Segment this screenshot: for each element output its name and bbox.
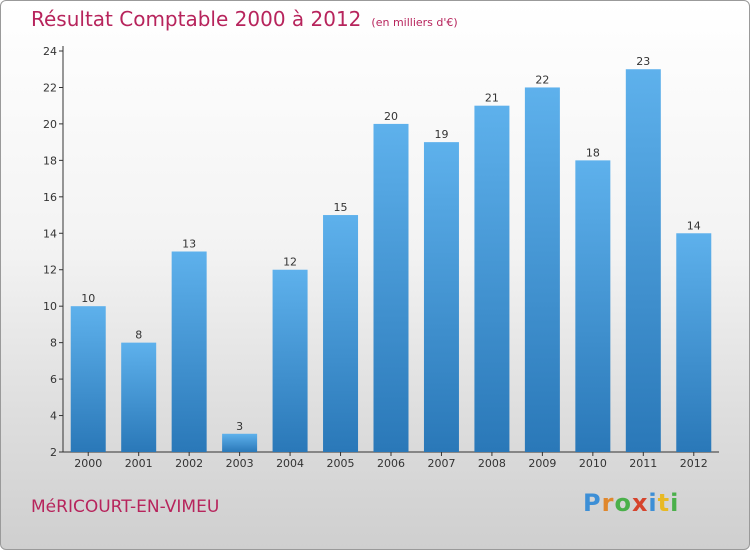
y-tick: 24 — [43, 45, 63, 58]
x-tick-label-2007: 2007 — [427, 457, 455, 470]
logo-letter: i — [670, 489, 680, 517]
bar-2002 — [171, 251, 207, 452]
bar-2004 — [272, 269, 308, 452]
x-tick: 2010 — [579, 452, 607, 470]
y-tick: 6 — [50, 373, 63, 386]
logo-letter: o — [614, 489, 632, 517]
commune-name: MéRICOURT-EN-VIMEU — [31, 497, 220, 517]
y-tick: 22 — [43, 81, 63, 94]
bar-2010 — [575, 160, 611, 452]
bar-label-2010: 18 — [586, 146, 600, 159]
x-tick-label-2006: 2006 — [377, 457, 405, 470]
bar-label-2005: 15 — [334, 201, 348, 214]
logo-letter: t — [657, 489, 671, 517]
y-tick-label: 4 — [50, 410, 57, 423]
x-tick-label-2005: 2005 — [327, 457, 355, 470]
x-tick-label-2009: 2009 — [528, 457, 556, 470]
bar-2003 — [222, 433, 258, 452]
bar-label-2008: 21 — [485, 92, 499, 105]
x-tick-label-2011: 2011 — [629, 457, 657, 470]
logo-letter: P — [583, 489, 602, 517]
x-tick: 2000 — [74, 452, 102, 470]
x-tick: 2004 — [276, 452, 304, 470]
x-tick: 2002 — [175, 452, 203, 470]
y-tick-label: 2 — [50, 446, 57, 459]
bar-2007 — [423, 142, 459, 453]
y-tick-label: 16 — [43, 191, 57, 204]
bar-2008 — [474, 105, 510, 452]
y-tick: 10 — [43, 300, 63, 313]
x-tick: 2007 — [427, 452, 455, 470]
y-tick: 14 — [43, 227, 63, 240]
bar-label-2006: 20 — [384, 110, 398, 123]
y-tick: 8 — [50, 337, 63, 350]
y-tick: 12 — [43, 264, 63, 277]
x-tick: 2012 — [680, 452, 708, 470]
chart-title-text: Résultat Comptable 2000 à 2012 — [31, 7, 362, 31]
y-tick: 4 — [50, 410, 63, 423]
logo-letter: r — [601, 489, 615, 517]
x-tick-label-2002: 2002 — [175, 457, 203, 470]
y-tick-label: 10 — [43, 300, 57, 313]
bar-label-2009: 22 — [535, 73, 549, 86]
x-tick-label-2004: 2004 — [276, 457, 304, 470]
chart-subtitle: (en milliers d'€) — [371, 16, 458, 29]
x-tick: 2001 — [125, 452, 153, 470]
bar-2006 — [373, 123, 409, 452]
x-tick-label-2003: 2003 — [226, 457, 254, 470]
bar-2009 — [524, 87, 560, 453]
x-tick: 2006 — [377, 452, 405, 470]
y-tick: 18 — [43, 154, 63, 167]
x-tick: 2008 — [478, 452, 506, 470]
bar-2011 — [625, 69, 661, 453]
x-tick-label-2001: 2001 — [125, 457, 153, 470]
bar-2001 — [121, 342, 157, 452]
y-tick: 20 — [43, 118, 63, 131]
bar-label-2003: 3 — [236, 420, 243, 433]
bar-label-2007: 19 — [434, 128, 448, 141]
x-tick: 2003 — [226, 452, 254, 470]
bar-label-2002: 13 — [182, 238, 196, 251]
y-tick-label: 8 — [50, 337, 57, 350]
x-tick-label-2010: 2010 — [579, 457, 607, 470]
x-tick-label-2000: 2000 — [74, 457, 102, 470]
x-tick: 2011 — [629, 452, 657, 470]
y-tick-label: 18 — [43, 154, 57, 167]
logo-letter: x — [631, 489, 649, 517]
bar-label-2001: 8 — [135, 329, 142, 342]
y-tick-label: 14 — [43, 227, 57, 240]
bars — [70, 69, 712, 453]
y-tick: 2 — [50, 446, 63, 459]
bar-label-2000: 10 — [81, 292, 95, 305]
bar-2012 — [676, 233, 712, 452]
y-tick-label: 22 — [43, 81, 57, 94]
bar-label-2004: 12 — [283, 256, 297, 269]
y-tick: 16 — [43, 191, 63, 204]
chart-title: Résultat Comptable 2000 à 2012 (en millie… — [31, 7, 458, 31]
proxiti-logo: Proxiti — [583, 489, 679, 517]
x-tick-label-2008: 2008 — [478, 457, 506, 470]
x-tick-label-2012: 2012 — [680, 457, 708, 470]
bar-2000 — [70, 306, 106, 452]
bar-2005 — [323, 215, 359, 452]
y-tick-label: 20 — [43, 118, 57, 131]
bar-value-labels: 10 8 13 3 12 15 20 19 21 22 18 23 14 — [81, 55, 701, 433]
y-tick-label: 6 — [50, 373, 57, 386]
x-tick: 2005 — [327, 452, 355, 470]
logo-letter: i — [648, 489, 658, 517]
y-tick-label: 12 — [43, 264, 57, 277]
bar-label-2012: 14 — [687, 219, 701, 232]
x-tick: 2009 — [528, 452, 556, 470]
bar-label-2011: 23 — [636, 55, 650, 68]
y-tick-label: 24 — [43, 45, 57, 58]
